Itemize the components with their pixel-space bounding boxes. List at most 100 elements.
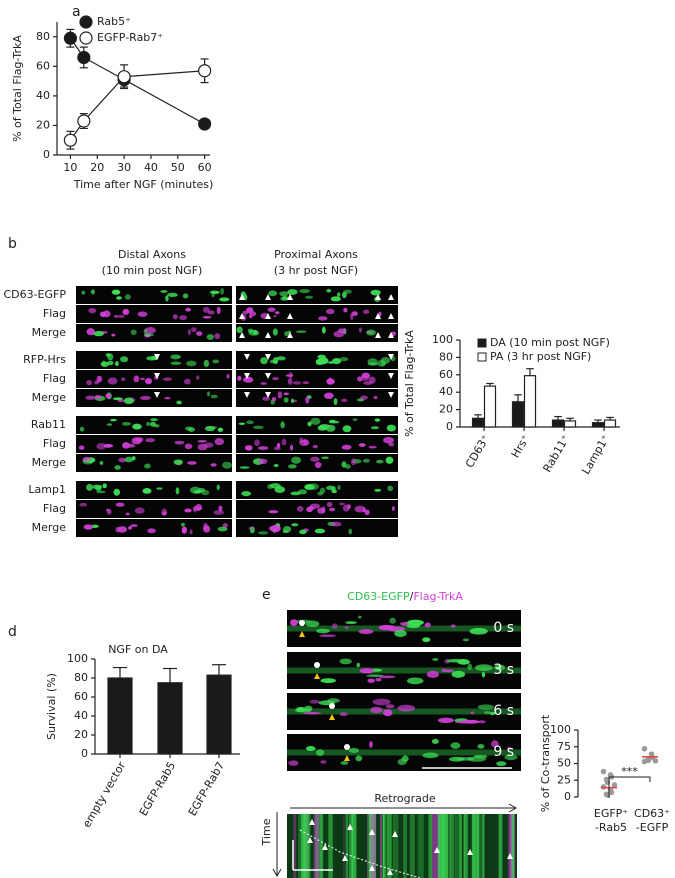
title-part: /	[410, 590, 414, 603]
microscopy-blob	[317, 491, 324, 496]
microscopy-blob	[241, 491, 252, 497]
microscopy-blob	[122, 308, 130, 315]
microscopy-blob	[320, 760, 327, 764]
microscopy-blob	[303, 712, 322, 715]
microscopy-blob	[120, 377, 126, 382]
kymograph-track	[351, 814, 357, 878]
microscopy-blob	[382, 709, 393, 717]
microscopy-blob	[86, 328, 95, 336]
microscopy-blob	[296, 505, 304, 512]
arrowhead	[388, 313, 394, 319]
microscopy-blob	[179, 315, 187, 321]
microscopy-blob	[187, 461, 197, 465]
microscopy-blob	[319, 634, 337, 638]
legend-label: EGFP-Rab7⁺	[97, 31, 163, 44]
microscopy-blob	[337, 292, 341, 297]
kymograph-track	[320, 814, 323, 878]
x-tick-label: 60	[198, 161, 212, 174]
microscopy-blob	[267, 307, 276, 312]
microscopy-blob	[379, 675, 396, 679]
row-label: Rab11	[31, 418, 66, 431]
arrowhead	[265, 354, 271, 360]
microscopy-blob	[144, 463, 151, 469]
microscopy-blob	[333, 398, 338, 406]
microscopy-blob	[287, 289, 298, 295]
chart-title: NGF on DA	[108, 643, 168, 656]
y-axis-label: % of Total Flag-TrkA	[11, 35, 24, 142]
legend-label: PA (3 hr post NGF)	[490, 350, 591, 363]
panel-label: e	[262, 587, 271, 603]
y-tick-label: 80	[439, 350, 453, 363]
microscopy-blob	[273, 463, 279, 468]
microscopy-blob	[373, 396, 378, 400]
microscopy-blob	[341, 461, 347, 468]
microscopy-blob	[329, 419, 336, 423]
microscopy-blob	[477, 704, 494, 710]
microscopy-blob	[111, 289, 121, 295]
kymograph-track	[318, 814, 324, 878]
microscopy-blob	[478, 720, 486, 724]
microscopy-blob	[302, 381, 310, 384]
microscopy-blob	[344, 464, 351, 469]
bar	[107, 677, 133, 755]
microscopy-blob	[352, 418, 358, 421]
microscopy-blob	[345, 621, 357, 625]
microscopy-blob	[280, 421, 285, 429]
microscopy-blob	[358, 443, 366, 447]
microscopy-blob	[268, 290, 278, 297]
microscopy-blob	[473, 754, 488, 759]
microscopy-blob	[343, 307, 348, 313]
microscopy-blob	[366, 329, 376, 336]
kymograph-track	[511, 814, 515, 878]
microscopy-blob	[145, 438, 156, 443]
row-label: RFP-Hrs	[23, 353, 66, 366]
microscopy-blob	[268, 510, 279, 514]
panel-label: a	[72, 4, 81, 20]
microscopy-blob	[144, 326, 156, 334]
microscopy-blob	[397, 704, 416, 712]
microscopy-blob	[213, 510, 225, 515]
microscopy-blob	[323, 392, 334, 399]
microscopy-blob	[321, 326, 326, 334]
axon-signal	[287, 708, 521, 715]
microscopy-blob	[267, 484, 274, 490]
microscopy-blob	[369, 741, 373, 748]
y-tick-label: 40	[74, 709, 88, 722]
row-label: Merge	[32, 326, 67, 339]
y-tick-label: 100	[67, 652, 88, 665]
microscopy-image	[236, 435, 398, 453]
legend-swatch	[477, 352, 487, 362]
kymograph-track	[463, 814, 469, 878]
microscopy-blob	[325, 424, 336, 432]
arrowhead	[154, 354, 160, 360]
microscopy-blob	[128, 526, 132, 530]
arrowhead	[307, 837, 313, 843]
timestamp: 6 s	[493, 703, 514, 719]
legend-marker	[79, 31, 93, 45]
microscopy-blob	[214, 333, 221, 340]
microscopy-blob	[374, 488, 382, 492]
microscopy-blob	[166, 292, 178, 297]
microscopy-blob	[326, 378, 335, 385]
microscopy-blob	[98, 375, 103, 382]
y-tick-label: 80	[74, 671, 88, 684]
microscopy-blob	[287, 378, 293, 385]
microscopy-blob	[317, 357, 329, 365]
kymograph-track	[315, 814, 319, 878]
microscopy-image	[236, 370, 398, 388]
legend-swatch	[477, 338, 487, 348]
microscopy-blob	[142, 488, 152, 494]
microscopy-blob	[79, 426, 85, 432]
microscopy-blob	[306, 506, 313, 513]
data-point	[641, 758, 648, 765]
row-label: Merge	[32, 521, 67, 534]
title-part: CD63-EGFP	[347, 590, 410, 603]
microscopy-blob	[78, 445, 85, 450]
microscopy-blob	[450, 624, 456, 628]
x-tick-label: empty vector	[80, 759, 128, 830]
marker	[198, 64, 212, 78]
x-tick-label: -EGFP	[636, 821, 669, 834]
microscopy-blob	[202, 315, 212, 319]
microscopy-blob	[222, 461, 232, 469]
y-tick-label: 100	[432, 333, 453, 346]
